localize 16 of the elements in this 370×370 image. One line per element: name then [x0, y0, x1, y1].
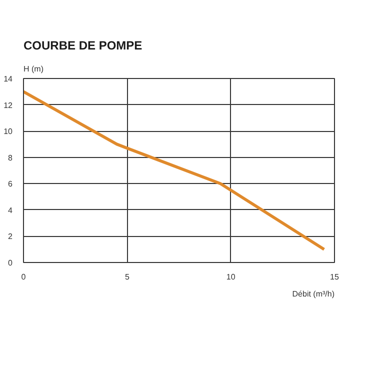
- y-tick-label: 4: [8, 206, 14, 215]
- y-tick-label: 10: [4, 127, 14, 136]
- x-tick-label: 0: [21, 272, 26, 282]
- x-tick-label: 15: [330, 272, 340, 282]
- chart-title: COURBE DE POMPE: [24, 38, 142, 52]
- y-tick-label: 14: [4, 74, 14, 84]
- y-axis-title: H (m): [24, 64, 44, 74]
- x-tick-label: 5: [124, 272, 130, 282]
- y-tick-label: 6: [8, 180, 14, 189]
- y-tick-label: 12: [4, 100, 14, 110]
- x-tick-label: 10: [226, 272, 236, 282]
- line-series: [24, 90, 326, 251]
- y-tick-label: 0: [8, 258, 14, 268]
- x-axis-title: Débit (m³/h): [292, 290, 335, 298]
- y-tick-label: 8: [8, 153, 14, 162]
- y-tick-label: 2: [8, 232, 14, 242]
